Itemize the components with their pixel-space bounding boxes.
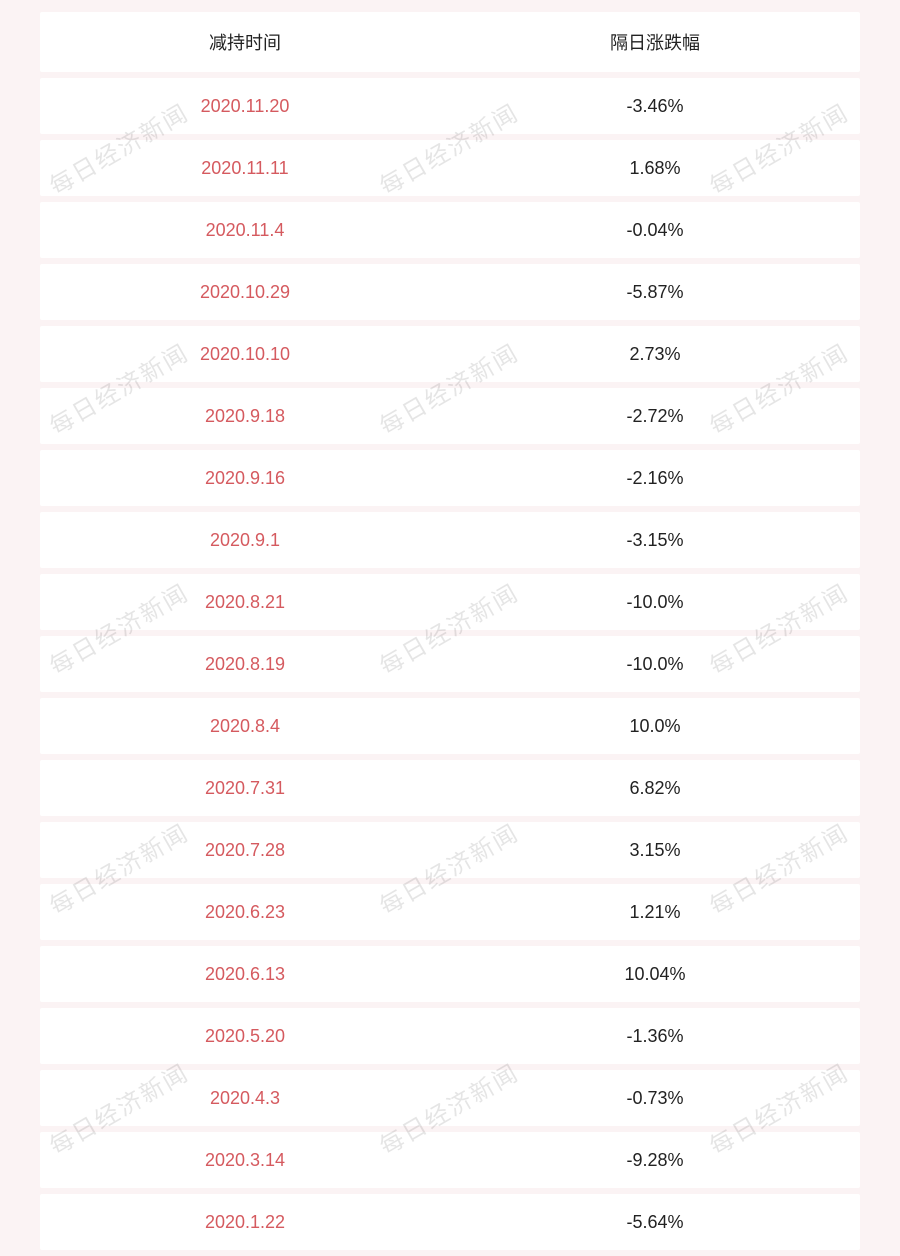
column-header-value: 隔日涨跌幅 (450, 29, 860, 55)
table-row: 2020.7.283.15% (40, 822, 860, 878)
cell-value: 1.21% (450, 902, 860, 923)
cell-value: -2.16% (450, 468, 860, 489)
data-table: 减持时间 隔日涨跌幅 2020.11.20-3.46% 2020.11.111.6… (40, 12, 860, 1256)
cell-date: 2020.10.29 (40, 282, 450, 303)
cell-value: 3.15% (450, 840, 860, 861)
cell-date: 2020.9.16 (40, 468, 450, 489)
cell-date: 2020.3.14 (40, 1150, 450, 1171)
cell-value: -9.28% (450, 1150, 860, 1171)
table-row: 2020.3.14-9.28% (40, 1132, 860, 1188)
table-row: 2020.7.316.82% (40, 760, 860, 816)
cell-value: 2.73% (450, 344, 860, 365)
table-row: 2020.11.111.68% (40, 140, 860, 196)
table-row: 2020.11.20-3.46% (40, 78, 860, 134)
table-row: 2020.9.1-3.15% (40, 512, 860, 568)
table-row: 2020.1.22-5.64% (40, 1194, 860, 1250)
cell-value: 1.68% (450, 158, 860, 179)
table-header-row: 减持时间 隔日涨跌幅 (40, 12, 860, 72)
cell-value: 10.0% (450, 716, 860, 737)
cell-value: -5.87% (450, 282, 860, 303)
cell-date: 2020.9.18 (40, 406, 450, 427)
cell-date: 2020.10.10 (40, 344, 450, 365)
table-row: 2020.8.410.0% (40, 698, 860, 754)
table-row: 2020.9.18-2.72% (40, 388, 860, 444)
table-row: 2020.9.16-2.16% (40, 450, 860, 506)
cell-date: 2020.4.3 (40, 1088, 450, 1109)
table-row: 2020.8.19-10.0% (40, 636, 860, 692)
cell-date: 2020.11.20 (40, 96, 450, 117)
cell-value: -1.36% (450, 1026, 860, 1047)
cell-value: -3.46% (450, 96, 860, 117)
cell-value: 6.82% (450, 778, 860, 799)
table-row: 2020.10.29-5.87% (40, 264, 860, 320)
table-row: 2020.10.102.73% (40, 326, 860, 382)
cell-date: 2020.8.4 (40, 716, 450, 737)
cell-date: 2020.6.23 (40, 902, 450, 923)
table-row: 2020.6.1310.04% (40, 946, 860, 1002)
cell-value: -0.04% (450, 220, 860, 241)
cell-value: -5.64% (450, 1212, 860, 1233)
cell-value: -3.15% (450, 530, 860, 551)
table-row: 2020.6.231.21% (40, 884, 860, 940)
cell-date: 2020.7.31 (40, 778, 450, 799)
cell-date: 2020.9.1 (40, 530, 450, 551)
cell-value: -2.72% (450, 406, 860, 427)
cell-date: 2020.7.28 (40, 840, 450, 861)
cell-date: 2020.8.19 (40, 654, 450, 675)
cell-date: 2020.1.22 (40, 1212, 450, 1233)
cell-value: -0.73% (450, 1088, 860, 1109)
cell-value: -10.0% (450, 592, 860, 613)
column-header-date: 减持时间 (40, 29, 450, 55)
table-row: 2020.8.21-10.0% (40, 574, 860, 630)
cell-value: 10.04% (450, 964, 860, 985)
table-row: 2020.11.4-0.04% (40, 202, 860, 258)
cell-value: -10.0% (450, 654, 860, 675)
cell-date: 2020.6.13 (40, 964, 450, 985)
cell-date: 2020.11.11 (40, 158, 450, 179)
table-row: 2020.4.3-0.73% (40, 1070, 860, 1126)
cell-date: 2020.5.20 (40, 1026, 450, 1047)
cell-date: 2020.11.4 (40, 220, 450, 241)
table-row: 2020.5.20-1.36% (40, 1008, 860, 1064)
cell-date: 2020.8.21 (40, 592, 450, 613)
